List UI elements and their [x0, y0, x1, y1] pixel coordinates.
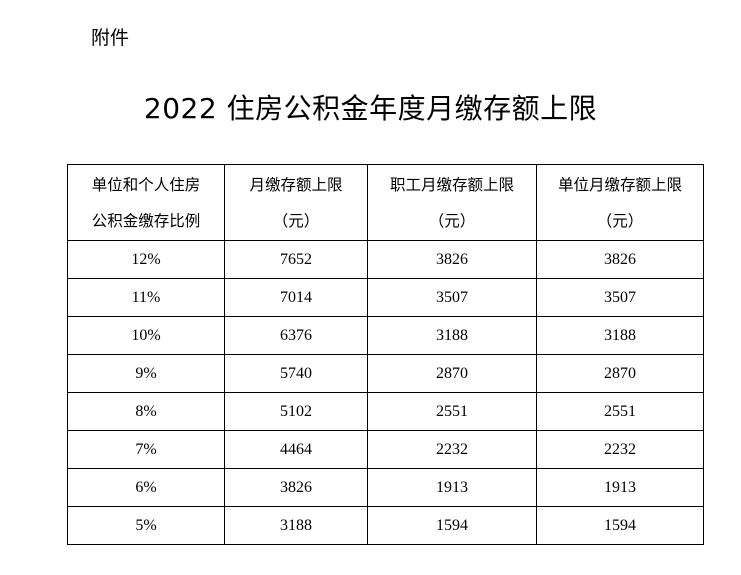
cell-monthly-limit: 6376 — [224, 316, 368, 355]
table-row: 7% 4464 2232 2232 — [67, 430, 704, 469]
cell-employer-limit: 1913 — [536, 468, 704, 507]
header-line: 职工月缴存额上限 — [389, 175, 514, 194]
table-row: 5% 3188 1594 1594 — [67, 506, 704, 545]
cell-employer-limit: 2232 — [536, 430, 704, 469]
header-employer-limit: 单位月缴存额上限 （元） — [536, 164, 704, 241]
table-row: 8% 5102 2551 2551 — [67, 392, 704, 431]
cell-employee-limit: 3188 — [367, 316, 537, 355]
cell-employee-limit: 2870 — [367, 354, 537, 393]
cell-employee-limit: 2551 — [367, 392, 537, 431]
cell-employer-limit: 1594 — [536, 506, 704, 545]
header-line: （元） — [272, 211, 320, 230]
table-row: 6% 3826 1913 1913 — [67, 468, 704, 507]
cell-employer-limit: 3507 — [536, 278, 704, 317]
cell-monthly-limit: 5740 — [224, 354, 368, 393]
table-row: 9% 5740 2870 2870 — [67, 354, 704, 393]
table-header: 单位和个人住房 公积金缴存比例 月缴存额上限 （元） 职工月缴存额上限 （元） … — [67, 164, 704, 241]
header-monthly-limit: 月缴存额上限 （元） — [224, 164, 368, 241]
cell-monthly-limit: 3188 — [224, 506, 368, 545]
cell-ratio: 6% — [67, 468, 225, 507]
table-row: 11% 7014 3507 3507 — [67, 278, 704, 317]
cell-employer-limit: 2870 — [536, 354, 704, 393]
table-row: 12% 7652 3826 3826 — [67, 240, 704, 279]
cell-ratio: 10% — [67, 316, 225, 355]
cell-monthly-limit: 4464 — [224, 430, 368, 469]
cell-monthly-limit: 5102 — [224, 392, 368, 431]
cell-monthly-limit: 3826 — [224, 468, 368, 507]
cell-employer-limit: 2551 — [536, 392, 704, 431]
cell-employee-limit: 1913 — [367, 468, 537, 507]
header-line: 单位月缴存额上限 — [557, 175, 682, 194]
header-row: 单位和个人住房 公积金缴存比例 月缴存额上限 （元） 职工月缴存额上限 （元） … — [67, 164, 704, 241]
cell-ratio: 8% — [67, 392, 225, 431]
header-line: （元） — [428, 211, 476, 230]
header-contribution-ratio: 单位和个人住房 公积金缴存比例 — [67, 164, 225, 241]
cell-ratio: 9% — [67, 354, 225, 393]
cell-employee-limit: 3826 — [367, 240, 537, 279]
attachment-label: 附件 — [91, 27, 130, 49]
cell-employee-limit: 2232 — [367, 430, 537, 469]
header-line: 月缴存额上限 — [249, 175, 343, 194]
cell-monthly-limit: 7652 — [224, 240, 368, 279]
cell-employer-limit: 3826 — [536, 240, 704, 279]
table-row: 10% 6376 3188 3188 — [67, 316, 704, 355]
cell-ratio: 11% — [67, 278, 225, 317]
cell-employer-limit: 3188 — [536, 316, 704, 355]
header-line: 公积金缴存比例 — [91, 211, 201, 230]
cell-monthly-limit: 7014 — [224, 278, 368, 317]
cell-ratio: 7% — [67, 430, 225, 469]
cell-ratio: 5% — [67, 506, 225, 545]
header-line: （元） — [596, 211, 644, 230]
table-body: 12% 7652 3826 3826 11% 7014 3507 3507 10… — [67, 240, 704, 545]
document-title: 2022 住房公积金年度月缴存额上限 — [143, 92, 598, 125]
contribution-limits-table: 单位和个人住房 公积金缴存比例 月缴存额上限 （元） 职工月缴存额上限 （元） … — [67, 164, 704, 545]
cell-ratio: 12% — [67, 240, 225, 279]
cell-employee-limit: 1594 — [367, 506, 537, 545]
cell-employee-limit: 3507 — [367, 278, 537, 317]
header-line: 单位和个人住房 — [91, 175, 201, 194]
header-employee-limit: 职工月缴存额上限 （元） — [367, 164, 537, 241]
